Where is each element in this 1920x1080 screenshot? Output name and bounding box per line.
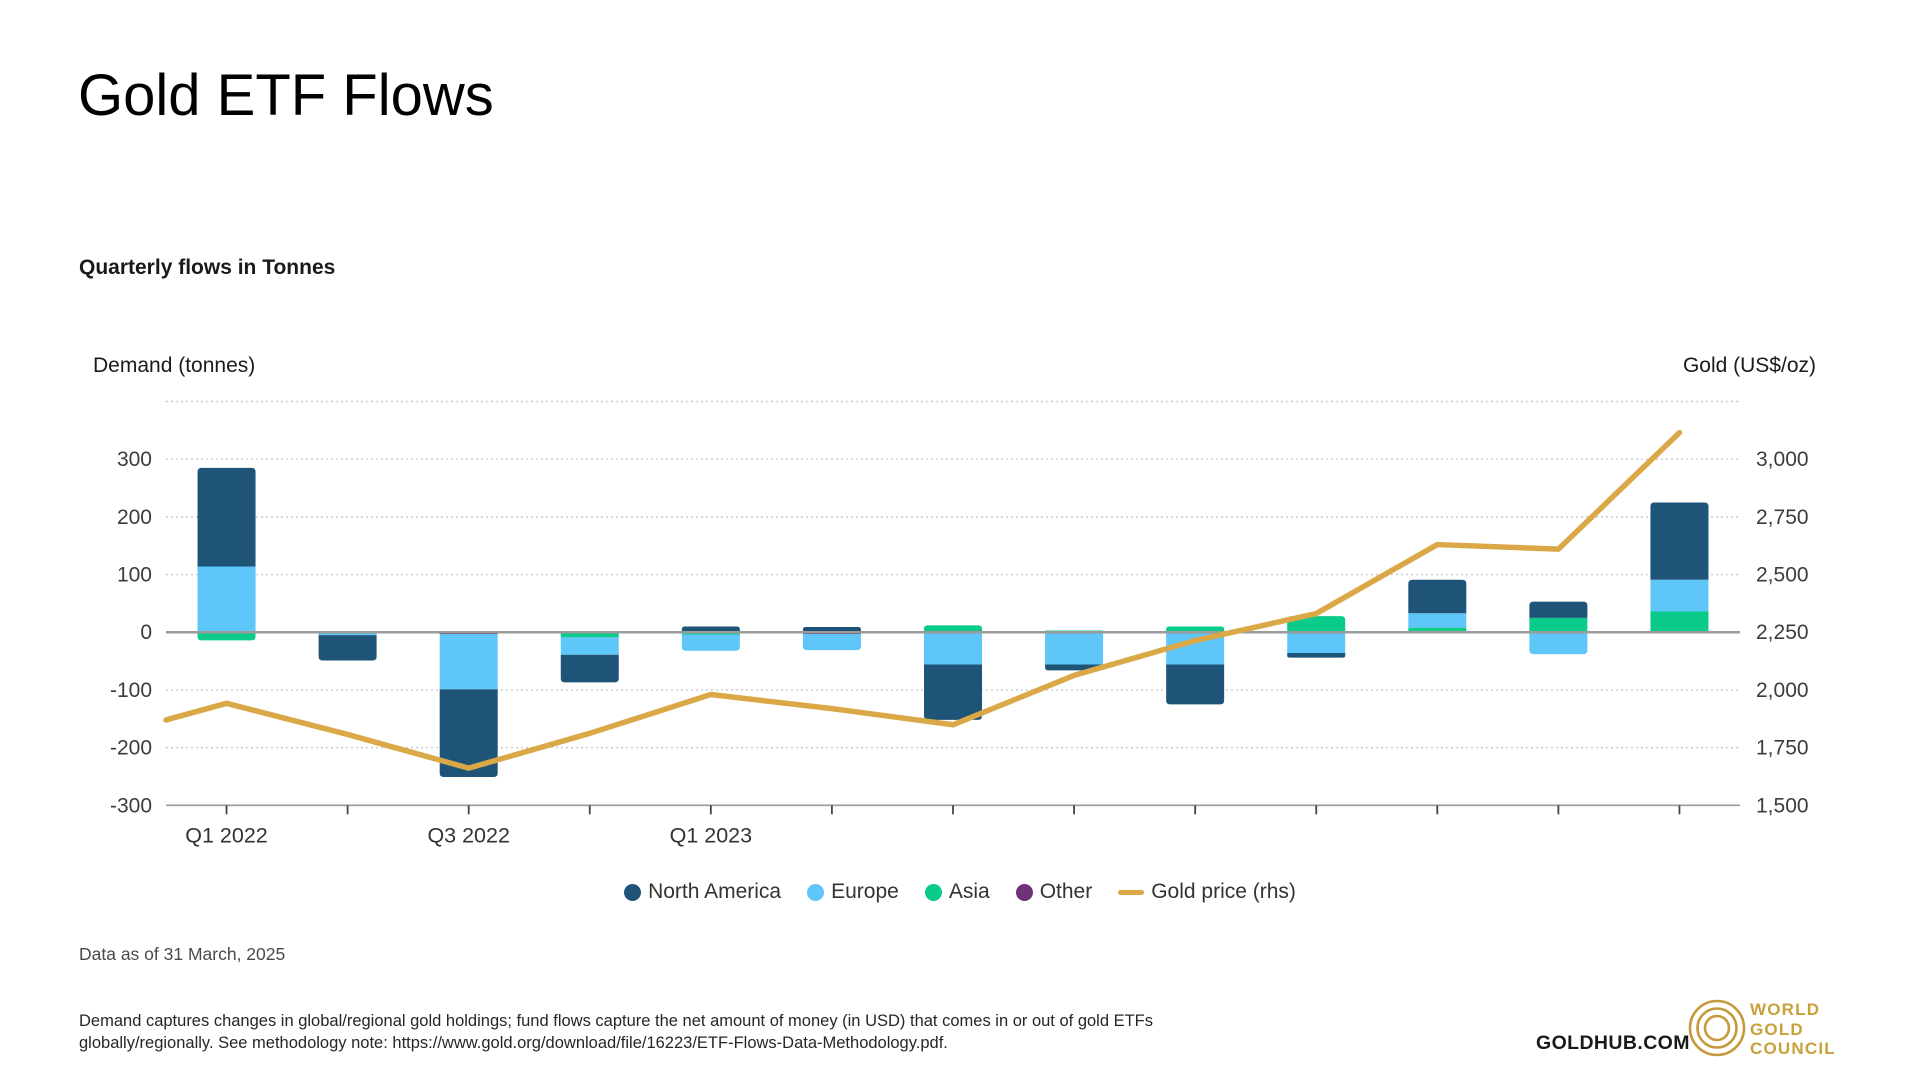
right-axis-tick-label: 2,000 xyxy=(1756,679,1809,702)
bar-segment-north-america[interactable] xyxy=(802,627,861,633)
right-axis-tick-label: 2,250 xyxy=(1756,621,1809,644)
bar-segment-asia[interactable] xyxy=(1287,616,1346,633)
logo-ring-middle xyxy=(1696,1007,1738,1049)
bar-segment-north-america[interactable] xyxy=(1529,601,1588,618)
chart-subtitle: Quarterly flows in Tonnes xyxy=(79,256,336,279)
left-axis-tick-label: 100 xyxy=(117,564,152,587)
world-gold-council-wordmark: WORLD GOLD COUNCIL xyxy=(1750,1000,1836,1059)
bar-segment-europe[interactable] xyxy=(1408,613,1467,628)
logo-ring-inner xyxy=(1703,1014,1731,1042)
left-axis-title: Demand (tonnes) xyxy=(93,354,256,377)
right-axis-tick-label: 1,750 xyxy=(1756,737,1809,760)
right-axis-tick-label: 3,000 xyxy=(1756,448,1809,471)
legend-label: Other xyxy=(1039,880,1093,903)
legend-item-north-america[interactable]: North America xyxy=(624,880,781,904)
bar-segment-europe[interactable] xyxy=(1166,632,1225,665)
bar-segment-north-america[interactable] xyxy=(1650,502,1709,580)
legend-color-dot xyxy=(924,883,942,901)
bar-segment-north-america[interactable] xyxy=(681,626,740,633)
legend-item-europe[interactable]: Europe xyxy=(807,880,899,904)
bar-segment-europe[interactable] xyxy=(1650,579,1709,612)
right-axis-title: Gold (US$/oz) xyxy=(1682,354,1816,377)
left-axis-tick-label: -300 xyxy=(110,794,152,817)
bar-segment-north-america[interactable] xyxy=(318,635,377,661)
world-gold-council-logo-icon xyxy=(1688,999,1746,1057)
left-axis-tick-label: -100 xyxy=(110,679,152,702)
logo-ring-outer xyxy=(1688,999,1746,1057)
wgc-word-gold: GOLD xyxy=(1750,1019,1804,1039)
goldhub-wordmark: GOLDHUB.COM xyxy=(1536,1032,1690,1054)
left-axis-tick-label: -200 xyxy=(110,737,152,760)
chart-legend: North America Europe Asia Other Gold price (… xyxy=(0,880,1920,904)
left-axis-tick-label: 300 xyxy=(117,448,152,471)
right-axis-tick-label: 1,500 xyxy=(1756,794,1809,817)
x-axis-label: Q3 2022 xyxy=(427,823,509,847)
gold-price-line[interactable] xyxy=(163,429,1683,771)
etf-flows-chart: 300 200 100 0 -100 -200 -300 3,000 2,750 2,500 2,2… xyxy=(110,400,1809,847)
methodology-footnote-line2: globally/regionally. See methodology not… xyxy=(79,1034,948,1053)
bar-segment-north-america[interactable] xyxy=(560,654,619,683)
bar-segment-europe[interactable] xyxy=(681,634,740,651)
bar-segment-europe[interactable] xyxy=(1529,632,1588,655)
x-axis-label: Q1 2022 xyxy=(185,823,267,847)
left-axis-tick-label: 200 xyxy=(117,506,152,529)
bar-segment-asia[interactable] xyxy=(197,632,256,641)
legend-item-gold-price-rhs-[interactable]: Gold price (rhs) xyxy=(1118,880,1296,904)
right-axis-tick-label: 2,750 xyxy=(1756,506,1809,529)
right-axis-tick-label: 2,500 xyxy=(1756,564,1809,587)
bar-segment-europe[interactable] xyxy=(924,633,982,665)
bar-segment-europe[interactable] xyxy=(439,633,498,690)
legend-label: Asia xyxy=(948,880,990,903)
bar-segment-europe[interactable] xyxy=(560,637,619,655)
bar-segment-north-america[interactable] xyxy=(1287,653,1346,658)
bar-segment-europe[interactable] xyxy=(1045,633,1104,665)
bar-segment-asia[interactable] xyxy=(1650,611,1709,633)
bar-segment-europe[interactable] xyxy=(197,566,256,633)
bar-segment-asia[interactable] xyxy=(560,632,619,638)
wgc-word-world: WORLD xyxy=(1750,1000,1821,1019)
methodology-footnote-line1: Demand captures changes in global/region… xyxy=(79,1012,1154,1030)
legend-label: North America xyxy=(648,880,782,903)
legend-item-asia[interactable]: Asia xyxy=(924,880,990,904)
bar-segment-asia[interactable] xyxy=(1529,617,1588,633)
bar-segment-north-america[interactable] xyxy=(439,689,498,778)
bar-segment-europe[interactable] xyxy=(1287,633,1346,654)
legend-line-swatch xyxy=(1118,889,1145,895)
legend-color-dot xyxy=(624,883,642,901)
legend-item-other[interactable]: Other xyxy=(1015,880,1093,904)
legend-label: Europe xyxy=(831,880,899,903)
bar-segment-asia[interactable] xyxy=(924,625,982,633)
methodology-footnote: Demand captures changes in global/region… xyxy=(79,1010,1153,1054)
legend-color-dot xyxy=(1015,883,1033,901)
data-as-of-note: Data as of 31 March, 2025 xyxy=(79,944,286,964)
left-axis-tick-label: 0 xyxy=(140,621,152,644)
x-axis-label: Q1 2023 xyxy=(670,823,753,847)
bar-segment-north-america[interactable] xyxy=(197,467,256,567)
legend-color-dot xyxy=(807,883,825,901)
bar-segment-europe[interactable] xyxy=(802,633,861,651)
page-title: Gold ETF Flows xyxy=(78,63,494,128)
bar-segment-north-america[interactable] xyxy=(1408,579,1467,614)
legend-label: Gold price (rhs) xyxy=(1151,880,1296,903)
bar-segment-north-america[interactable] xyxy=(1166,664,1225,705)
bar-segment-asia[interactable] xyxy=(1166,626,1225,633)
bar-segment-north-america[interactable] xyxy=(924,664,982,720)
wgc-word-council: COUNCIL xyxy=(1750,1039,1836,1058)
